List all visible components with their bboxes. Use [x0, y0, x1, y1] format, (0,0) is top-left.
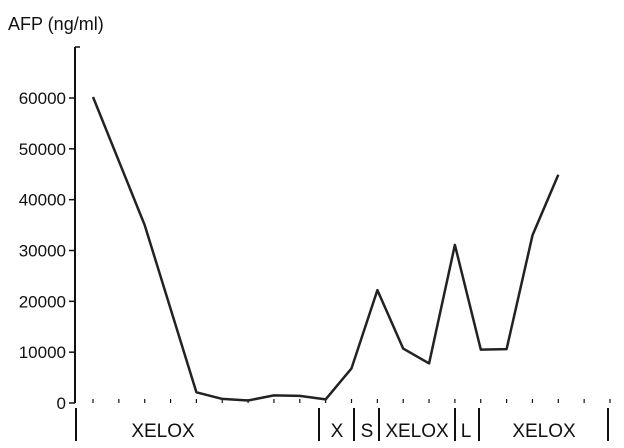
treatment-label-x: X [331, 421, 344, 442]
y-tick-label-30000: 30000 [19, 242, 66, 261]
treatment-label-l: L [461, 421, 472, 442]
data-layer [93, 97, 558, 401]
treatment-label-s: S [361, 421, 374, 442]
y-axis-title: AFP (ng/ml) [8, 14, 104, 34]
treatment-label-xelox: XELOX [385, 421, 449, 442]
y-tick-label-20000: 20000 [19, 292, 66, 311]
y-tick-label-40000: 40000 [19, 191, 66, 210]
treatment-label-xelox: XELOX [512, 421, 576, 442]
y-tick-label-10000: 10000 [19, 343, 66, 362]
afp-series-line [93, 97, 558, 401]
axes: 0 10000 20000 30000 40000 50000 60000 [19, 47, 610, 413]
y-tick-label-60000: 60000 [19, 89, 66, 108]
y-tick-label-50000: 50000 [19, 140, 66, 159]
y-tick-label-0: 0 [57, 394, 66, 413]
treatment-label-xelox: XELOX [131, 421, 195, 442]
